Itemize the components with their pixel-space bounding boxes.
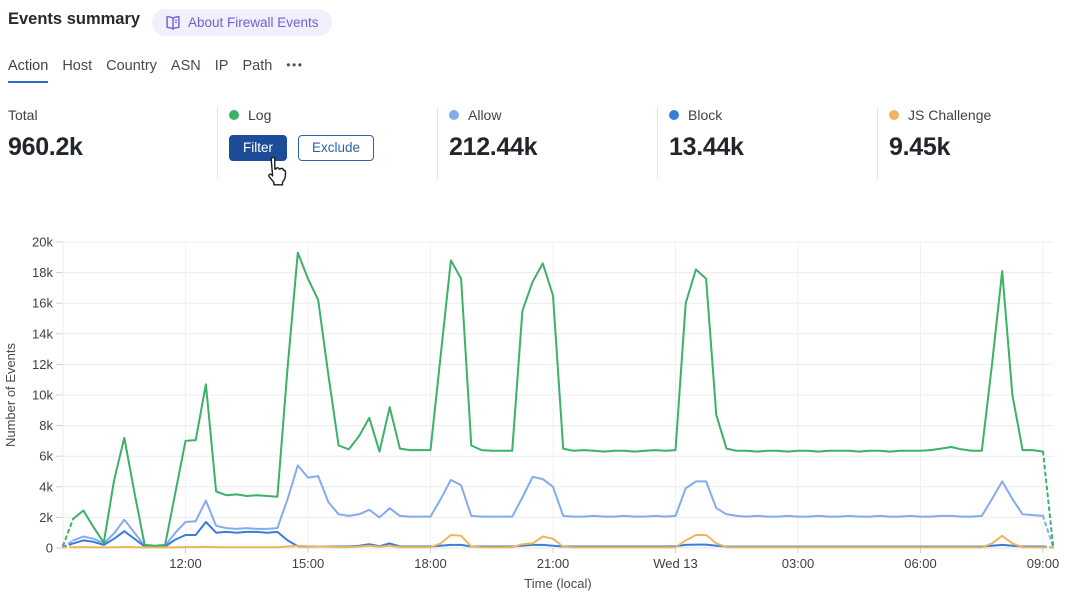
svg-text:12k: 12k [32,357,53,372]
svg-text:18:00: 18:00 [414,556,447,571]
divider [877,107,878,179]
divider [437,107,438,179]
mouse-cursor-pointer [268,157,287,186]
svg-text:18k: 18k [32,265,53,280]
svg-text:10k: 10k [32,388,53,403]
stat-js-challenge[interactable]: JS Challenge 9.45k [889,105,1068,162]
svg-text:20k: 20k [32,235,53,250]
svg-text:06:00: 06:00 [904,556,937,571]
svg-text:14k: 14k [32,326,53,341]
group-by-tabs: Action Host Country ASN IP Path ••• [8,58,303,83]
js-challenge-series-dot [889,110,899,120]
events-line-chart[interactable]: 0 2k 4k 6k 8k 10k 12k 14k 16k 18k 20k 12:00 15:00 18:… [0,223,1068,598]
page-title: Events summary [8,10,141,28]
svg-text:12:00: 12:00 [169,556,202,571]
stat-js-challenge-label: JS Challenge [908,107,992,123]
svg-text:09:00: 09:00 [1027,556,1060,571]
svg-text:Time (local): Time (local) [524,576,591,591]
log-series-dot [229,110,239,120]
stat-block[interactable]: Block 13.44k [669,105,874,162]
svg-text:Wed 13: Wed 13 [653,556,698,571]
divider [217,107,218,179]
svg-text:8k: 8k [39,418,53,433]
svg-text:15:00: 15:00 [292,556,325,571]
allow-series-dot [449,110,459,120]
svg-text:4k: 4k [39,479,53,494]
stat-allow[interactable]: Allow 212.44k [449,105,654,162]
stat-block-label: Block [688,107,723,123]
about-firewall-events-label: About Firewall Events [188,15,319,30]
book-icon [166,15,180,30]
tab-country[interactable]: Country [106,58,157,74]
svg-text:03:00: 03:00 [782,556,815,571]
svg-text:0: 0 [46,541,53,556]
block-series-dot [669,110,679,120]
tab-path[interactable]: Path [242,58,273,74]
tab-ip[interactable]: IP [214,58,229,74]
tabs-more-icon[interactable]: ••• [286,58,304,72]
about-firewall-events-button[interactable]: About Firewall Events [152,9,332,36]
stat-allow-value: 212.44k [449,133,538,161]
stat-total-value: 960.2k [8,133,83,161]
divider [657,107,658,179]
exclude-button[interactable]: Exclude [298,135,375,161]
svg-text:16k: 16k [32,296,53,311]
stat-log-label: Log [248,107,272,123]
svg-text:2k: 2k [39,510,53,525]
stat-js-challenge-value: 9.45k [889,133,951,161]
svg-text:6k: 6k [39,449,53,464]
stat-block-value: 13.44k [669,133,744,161]
stat-allow-label: Allow [468,107,502,123]
svg-text:Number of Events: Number of Events [3,342,18,447]
tab-host[interactable]: Host [62,58,93,74]
stat-log[interactable]: Log Filter Exclude [229,105,434,161]
tab-asn[interactable]: ASN [170,58,201,74]
filter-button[interactable]: Filter [229,135,287,161]
stat-total-label: Total [8,107,38,123]
svg-text:21:00: 21:00 [537,556,570,571]
tab-action[interactable]: Action [8,58,49,83]
stat-total[interactable]: Total 960.2k [8,105,213,162]
